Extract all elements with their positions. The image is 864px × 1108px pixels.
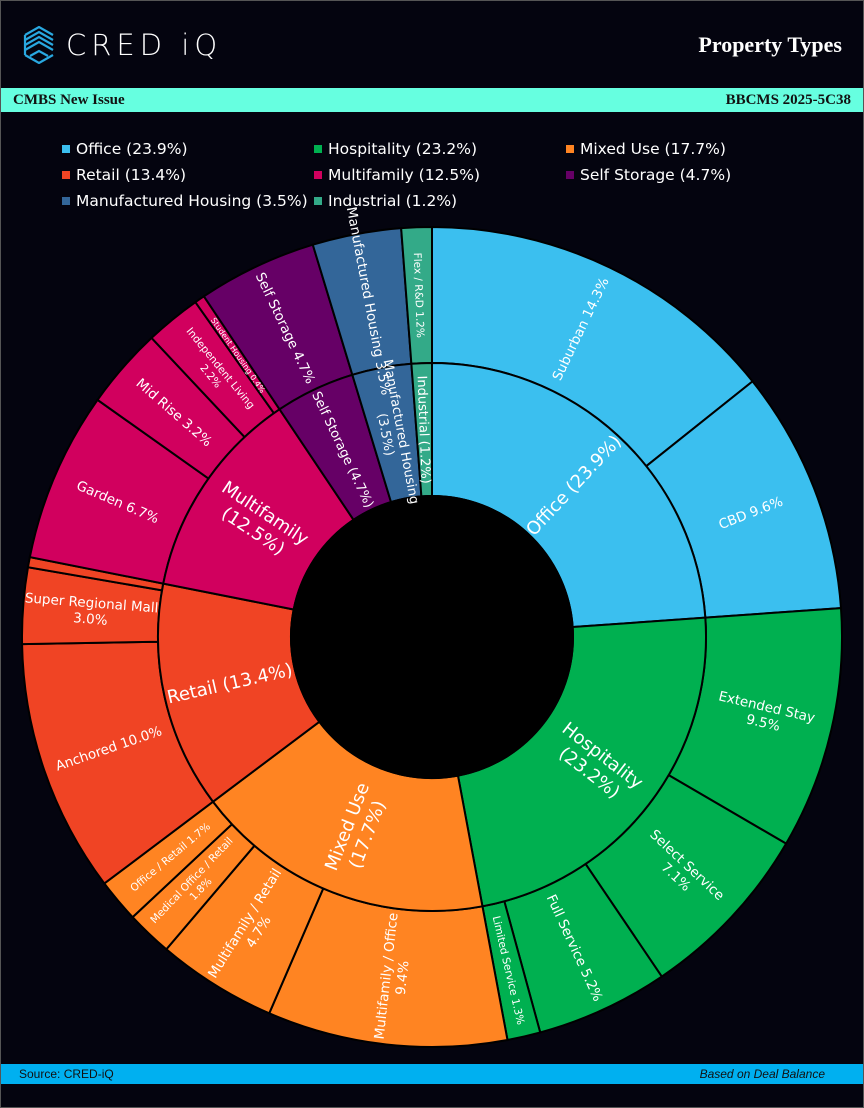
legend-label: Mixed Use (17.7%) [580, 140, 726, 158]
legend-label: Retail (13.4%) [76, 166, 187, 184]
legend-swatch [314, 197, 322, 205]
legend-swatch [566, 171, 574, 179]
legend-label: Manufactured Housing (3.5%) [76, 192, 308, 210]
legend-item: Multifamily (12.5%) [314, 166, 566, 184]
legend-swatch [314, 171, 322, 179]
legend-label: Office (23.9%) [76, 140, 188, 158]
legend-item: Self Storage (4.7%) [566, 166, 786, 184]
legend-swatch [62, 171, 70, 179]
legend-label: Industrial (1.2%) [328, 192, 458, 210]
legend-swatch [62, 197, 70, 205]
chart-legend: Office (23.9%) Hospitality (23.2%) Mixed U… [62, 140, 782, 210]
legend-item: Retail (13.4%) [62, 166, 314, 184]
subheader-band: CMBS New Issue BBCMS 2025-5C38 [1, 88, 863, 112]
legend-item: Mixed Use (17.7%) [566, 140, 786, 158]
legend-item: Hospitality (23.2%) [314, 140, 566, 158]
band-left-label: CMBS New Issue [13, 91, 125, 108]
legend-swatch [566, 145, 574, 153]
legend-item: Manufactured Housing (3.5%) [62, 192, 314, 210]
logo: CRED iQ [22, 26, 222, 64]
legend-label: Self Storage (4.7%) [580, 166, 732, 184]
legend-item: Industrial (1.2%) [314, 192, 566, 210]
inner-segment-label: Industrial (1.2%) [414, 375, 433, 484]
logo-text: CRED iQ [66, 28, 223, 62]
logo-mark-icon [23, 26, 54, 64]
legend-label: Hospitality (23.2%) [328, 140, 478, 158]
source-label: Source: CRED-iQ [19, 1067, 114, 1081]
legend-swatch [314, 145, 322, 153]
basis-note: Based on Deal Balance [699, 1067, 825, 1081]
deal-name: BBCMS 2025-5C38 [725, 91, 851, 108]
footer-band: Source: CRED-iQ Based on Deal Balance [1, 1064, 863, 1084]
center-hole [290, 495, 574, 779]
outer-segment-label: Flex / R&D 1.2% [411, 252, 426, 338]
legend-swatch [62, 145, 70, 153]
page-title: Property Types [698, 32, 842, 57]
legend-item: Office (23.9%) [62, 140, 314, 158]
legend-label: Multifamily (12.5%) [328, 166, 480, 184]
